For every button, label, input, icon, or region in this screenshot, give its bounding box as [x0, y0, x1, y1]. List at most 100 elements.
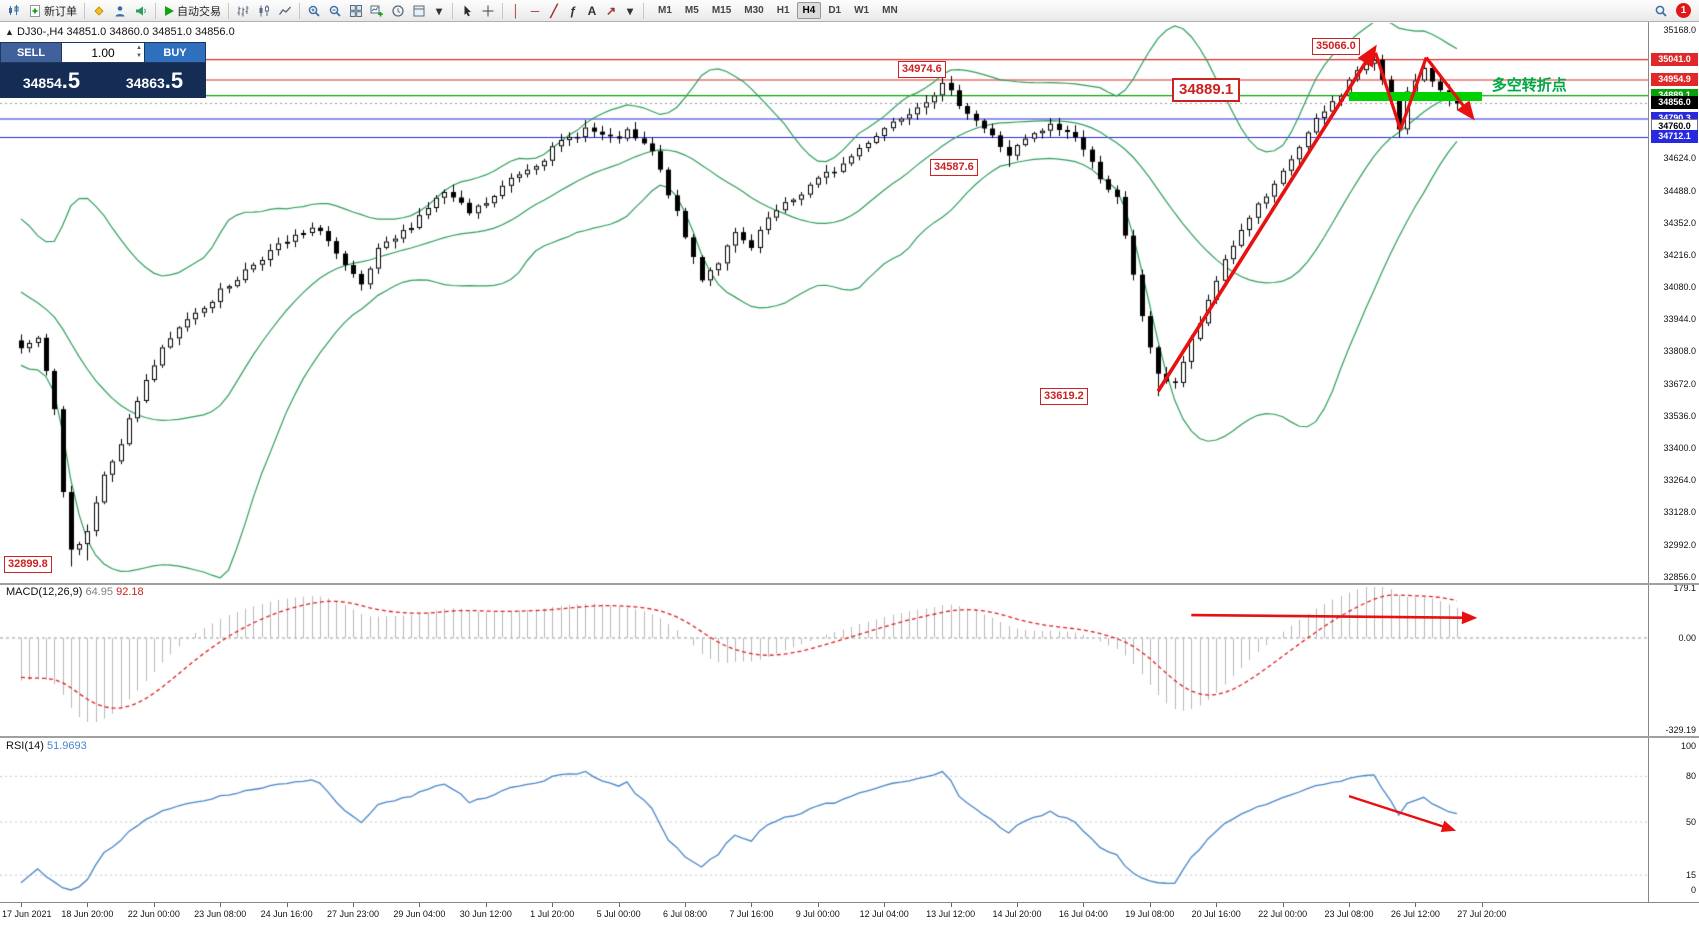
rsi-scale-label: 15: [1685, 870, 1696, 881]
candlestick-type-icon[interactable]: [254, 2, 274, 20]
timeframe-m5[interactable]: M5: [684, 5, 699, 16]
zoom-out-icon[interactable]: [325, 2, 345, 20]
support-zone-highlight[interactable]: [1349, 91, 1482, 101]
toolbar-separator: [643, 2, 644, 19]
auto-trading-label: 自动交易: [177, 5, 221, 18]
time-label: 5 Jul 00:00: [596, 909, 641, 919]
line-chart-type-icon[interactable]: [275, 2, 295, 20]
timeframe-m30[interactable]: M30: [744, 5, 764, 16]
sell-button[interactable]: SELL: [0, 42, 62, 63]
toolbar-separator: [228, 2, 229, 19]
time-tick: [220, 903, 222, 907]
price-annotation[interactable]: 34974.6: [898, 61, 946, 78]
timeframe-mn[interactable]: MN: [882, 5, 898, 16]
shapes-dropdown-icon[interactable]: ▾: [626, 3, 634, 18]
time-tick: [1349, 903, 1350, 907]
rsi-scale-label: 0: [1690, 885, 1696, 895]
time-tick: [87, 903, 89, 907]
price-tick: 33128.0: [1663, 507, 1696, 518]
time-tick: [685, 903, 686, 907]
timeframe-d1[interactable]: D1: [828, 5, 842, 16]
buy-button[interactable]: BUY: [144, 42, 206, 63]
vertical-line-icon[interactable]: │: [512, 3, 520, 18]
price-annotation[interactable]: 34587.6: [930, 159, 978, 176]
price-level-label: 34712.1: [1651, 130, 1698, 144]
time-tick: [1216, 903, 1218, 907]
buy-price-main: 34863: [125, 75, 165, 91]
price-annotation[interactable]: 32899.8: [4, 556, 52, 573]
bar-chart-type-icon[interactable]: [233, 2, 253, 20]
timeframe-w1[interactable]: W1: [854, 5, 870, 16]
volume-input[interactable]: 1.00 ▲ ▼: [62, 42, 144, 63]
time-tick: [1017, 903, 1018, 907]
sell-price[interactable]: 34854.5: [0, 63, 103, 98]
price-tick: 34080.0: [1663, 282, 1696, 293]
templates-dropdown-icon[interactable]: ▾: [435, 3, 443, 18]
time-label: 12 Jul 04:00: [859, 909, 909, 919]
price-tick: 32856.0: [1663, 571, 1696, 582]
price-annotation[interactable]: 33619.2: [1040, 388, 1088, 405]
toolbar-separator: [299, 2, 300, 19]
search-icon[interactable]: [1651, 2, 1671, 20]
community-icon[interactable]: [110, 2, 130, 20]
price-level-label: 35041.0: [1651, 52, 1698, 66]
templates-icon[interactable]: [409, 2, 429, 20]
auto-trading-button[interactable]: 自动交易: [160, 2, 224, 20]
chart-window-icon[interactable]: [4, 2, 24, 20]
alerts-icon[interactable]: [131, 2, 151, 20]
timeframe-h1[interactable]: H1: [776, 5, 790, 16]
price-annotation[interactable]: 34889.1: [1172, 78, 1241, 102]
new-order-label: 新订单: [44, 5, 77, 18]
cursor-icon[interactable]: [457, 2, 477, 20]
price-tick: 34624.0: [1663, 153, 1696, 164]
timeframe-h4[interactable]: H4: [796, 2, 822, 19]
macd-name: MACD(12,26,9): [6, 586, 83, 598]
timeframe-m15[interactable]: M15: [711, 5, 732, 16]
symbol-ohlc-info: ▲ DJ30-,H4 34851.0 34860.0 34851.0 34856…: [5, 26, 235, 38]
panel-collapse-icon[interactable]: ▲: [5, 27, 14, 37]
panel-splitter[interactable]: [0, 736, 1699, 738]
time-tick: [419, 903, 421, 907]
tile-windows-icon[interactable]: [346, 2, 366, 20]
arrow-tool-icon[interactable]: ↗: [605, 3, 617, 18]
notification-badge[interactable]: 1: [1676, 3, 1691, 18]
macd-signal-value: 92.18: [116, 586, 144, 598]
rsi-indicator-label: RSI(14) 51.9693: [6, 740, 87, 752]
new-chart-icon[interactable]: [367, 2, 387, 20]
fibonacci-icon[interactable]: ƒ: [569, 3, 577, 18]
price-level-label: 34760.0: [1651, 119, 1698, 135]
time-label: 27 Jul 20:00: [1457, 909, 1507, 919]
new-order-button[interactable]: 新订单: [25, 2, 80, 20]
price-tick: 33536.0: [1663, 410, 1696, 421]
time-label: 1 Jul 20:00: [530, 909, 575, 919]
toolbar-separator: [502, 2, 503, 19]
time-tick: [286, 903, 288, 907]
timeframe-m1[interactable]: M1: [658, 5, 672, 16]
volume-down-icon[interactable]: ▼: [136, 53, 142, 59]
macd-main-value: 64.95: [85, 586, 114, 598]
volume-up-icon[interactable]: ▲: [136, 45, 142, 51]
horizontal-line-icon[interactable]: ─: [530, 3, 540, 18]
zoom-in-icon[interactable]: [304, 2, 324, 20]
text-label-icon[interactable]: A: [587, 3, 597, 18]
price-level-label: 34856.0: [1651, 96, 1698, 110]
crosshair-icon[interactable]: [478, 2, 498, 20]
volume-spinner[interactable]: ▲ ▼: [136, 44, 142, 60]
time-tick: [1149, 903, 1151, 907]
panel-splitter[interactable]: [0, 583, 1699, 585]
period-icon[interactable]: [388, 2, 408, 20]
time-label: 18 Jun 20:00: [61, 909, 114, 919]
time-tick: [884, 903, 886, 907]
rsi-name: RSI(14): [6, 740, 44, 752]
time-label: 9 Jul 00:00: [795, 909, 840, 919]
time-label: 19 Jul 08:00: [1125, 909, 1175, 919]
time-tick: [1415, 903, 1417, 907]
volume-value[interactable]: 1.00: [91, 45, 115, 60]
time-label: 20 Jul 16:00: [1191, 909, 1241, 919]
turning-point-note[interactable]: 多空转折点: [1491, 76, 1567, 94]
buy-price[interactable]: 34863.5: [103, 63, 206, 98]
metaeditor-icon[interactable]: [89, 2, 109, 20]
price-annotation[interactable]: 35066.0: [1312, 38, 1360, 55]
trendline-icon[interactable]: ╱: [550, 3, 558, 18]
